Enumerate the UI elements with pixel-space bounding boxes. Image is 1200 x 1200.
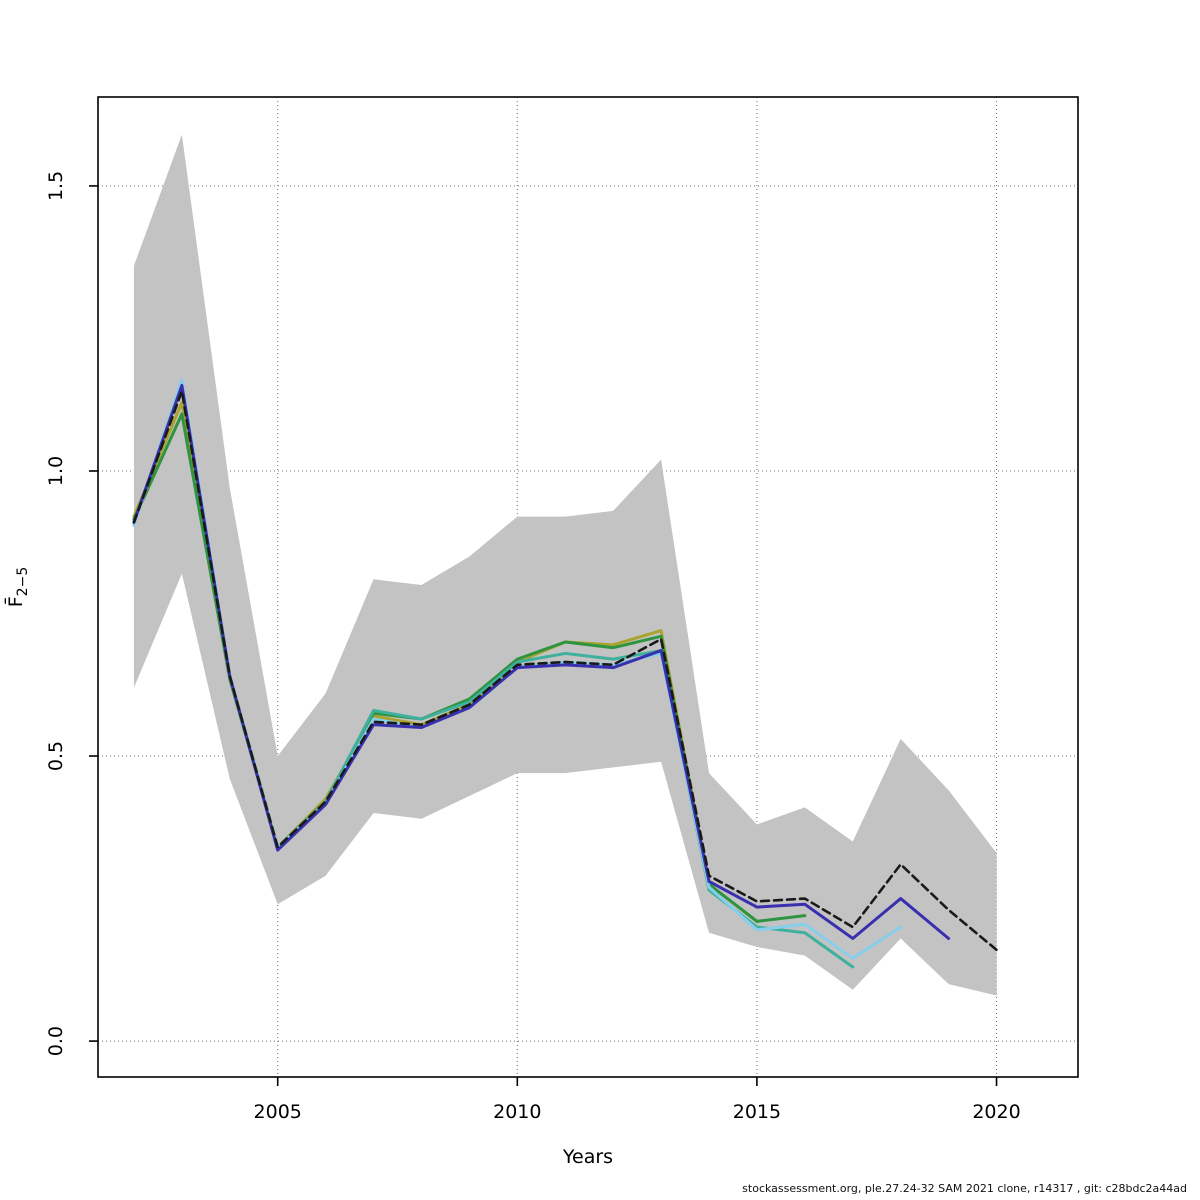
x-axis-label: Years <box>562 1146 613 1168</box>
base-run <box>132 389 998 952</box>
confidence-band <box>133 134 997 996</box>
y-tick-label: 1.0 <box>45 456 67 486</box>
y-tick-label: 1.5 <box>45 171 67 201</box>
plot-border <box>97 96 1079 1078</box>
x-tick-label: 2005 <box>254 1101 302 1123</box>
x-tick-label: 2015 <box>733 1101 781 1123</box>
y-axis-label: F̄2−5 <box>3 567 31 607</box>
y-tick-label: 0.5 <box>45 741 67 771</box>
y-tick-label: 0.0 <box>45 1026 67 1056</box>
footer-text: stockassessment.org, ple.27.24-32 SAM 20… <box>742 1182 1187 1195</box>
x-tick-label: 2020 <box>972 1101 1020 1123</box>
x-tick-label: 2010 <box>493 1101 541 1123</box>
